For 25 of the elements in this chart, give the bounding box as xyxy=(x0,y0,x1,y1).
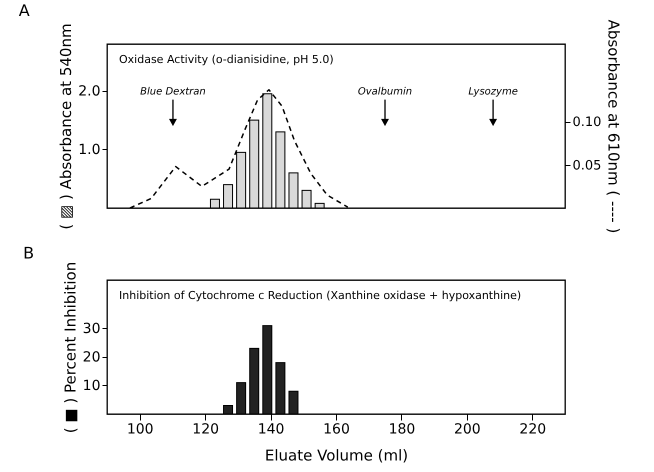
y-tick-label: 2.0 xyxy=(78,83,100,100)
y-tick-label: 20 xyxy=(82,349,100,366)
chart-title: A xyxy=(18,1,30,20)
annotation: Ovalbumin xyxy=(358,86,412,98)
annotation: Lysozyme xyxy=(468,86,518,98)
y-axis-title: ( ■ ) Percent Inhibition xyxy=(62,262,80,434)
y-tick-label: 30 xyxy=(82,320,100,337)
x-tick-label: 200 xyxy=(454,422,481,438)
y2-axis-title: Absorbance at 610nm ( ---- ) xyxy=(604,20,622,234)
x-axis-title: Eluate Volume (ml) xyxy=(264,446,408,464)
annotation: Inhibition of Cytochrome c Reduction (Xanthine oxidase + hypoxanthine) xyxy=(119,289,522,302)
chart-title: B xyxy=(23,243,34,262)
y-tick-label: 10 xyxy=(82,378,100,394)
y-axis-title: ( ▨ ) Absorbance at 540nm xyxy=(57,23,76,230)
y2-tick-label: 0.05 xyxy=(572,158,602,174)
x-tick-label: 120 xyxy=(192,422,220,438)
x-tick-label: 140 xyxy=(258,422,284,438)
x-tick-label: 100 xyxy=(126,422,154,438)
y-tick-label: 1.0 xyxy=(78,142,100,158)
x-tick-label: 180 xyxy=(388,422,416,438)
x-tick-label: 160 xyxy=(323,422,350,438)
annotation: Oxidase Activity (o-dianisidine, pH 5.0) xyxy=(119,53,334,66)
annotation: Blue Dextran xyxy=(140,86,206,98)
x-tick-label: 220 xyxy=(519,422,546,438)
y2-tick-label: 0.10 xyxy=(572,115,602,130)
